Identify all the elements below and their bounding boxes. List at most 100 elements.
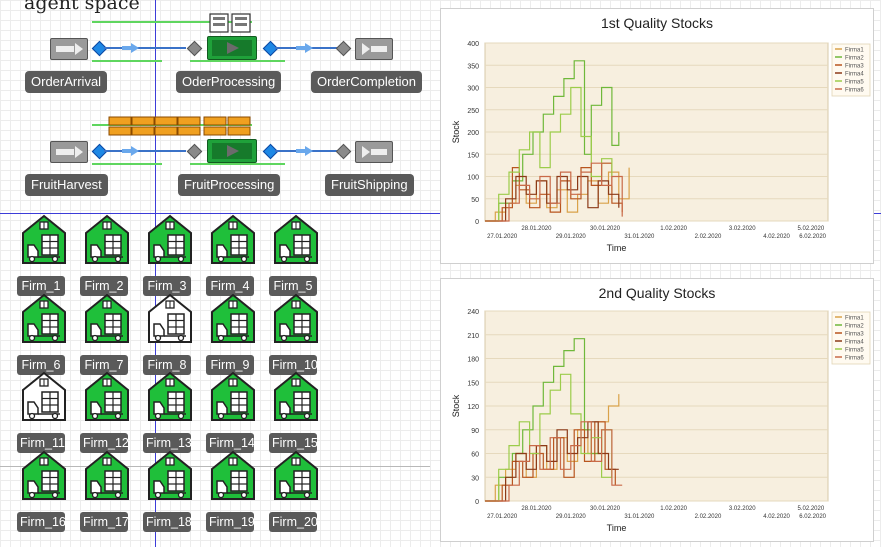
fruit-shipping-sink-block[interactable] bbox=[355, 141, 393, 163]
fruit-crates-icon bbox=[108, 116, 251, 136]
warehouse-icon[interactable] bbox=[209, 449, 257, 501]
x-tick-label: 2.02.2020 bbox=[695, 514, 722, 520]
x-tick-label: 6.02.2020 bbox=[799, 514, 826, 520]
warehouse-icon[interactable] bbox=[272, 292, 320, 344]
y-tick-label: 250 bbox=[467, 108, 479, 115]
fruit-flow-green-bottom bbox=[92, 163, 162, 165]
y-tick-label: 150 bbox=[467, 152, 479, 159]
fruit-harvest-source-block[interactable] bbox=[50, 141, 88, 163]
firm-label: Firm_15 bbox=[269, 433, 318, 453]
legend-entry: Firma3 bbox=[845, 64, 864, 70]
x-tick-label: 28.01.2020 bbox=[521, 506, 552, 512]
order-arrow-1-tail bbox=[122, 46, 132, 50]
fruit-processing-block[interactable] bbox=[207, 139, 257, 163]
chart-1-plot: 0 50 100 150 200 250 300 350 400 28.01.2020 30.01.… bbox=[451, 41, 871, 253]
warehouse-icon[interactable] bbox=[146, 370, 194, 422]
warehouse-icon[interactable] bbox=[146, 213, 194, 265]
firm-label: Firm_1 bbox=[17, 276, 65, 296]
fruit-arrow-1 bbox=[131, 146, 139, 156]
warehouse-icon[interactable] bbox=[83, 213, 131, 265]
fruit-shipping-label: FruitShipping bbox=[325, 174, 414, 196]
firm-label: Firm_17 bbox=[80, 512, 129, 532]
order-arrow-2-tail bbox=[296, 46, 306, 50]
legend-entry: Firma4 bbox=[845, 72, 864, 78]
x-tick-label: 6.02.2020 bbox=[799, 234, 826, 240]
x-tick-label: 31.01.2020 bbox=[624, 514, 655, 520]
chart-panel-2: 2nd Quality Stocks 0 30 60 90 120 150 180 210 24… bbox=[440, 278, 874, 542]
x-tick-label: 5.02.2020 bbox=[797, 226, 824, 232]
x-tick-label: 27.01.2020 bbox=[487, 514, 518, 520]
legend-entry: Firma6 bbox=[845, 88, 864, 94]
chart-2-title: 2nd Quality Stocks bbox=[598, 285, 716, 301]
firm-label: Firm_13 bbox=[143, 433, 192, 453]
y-axis-label: Stock bbox=[451, 394, 461, 417]
warehouse-icon[interactable] bbox=[146, 292, 194, 344]
fruit-flow-green-bottom-2 bbox=[190, 163, 285, 165]
x-tick-label: 29.01.2020 bbox=[556, 234, 587, 240]
series-line-firma6 bbox=[485, 162, 623, 222]
y-tick-label: 60 bbox=[471, 452, 479, 459]
x-tick-label: 4.02.2020 bbox=[763, 234, 790, 240]
order-processing-label: OderProcessing bbox=[176, 71, 282, 93]
legend-entry: Firma6 bbox=[845, 356, 864, 362]
firm-label: Firm_9 bbox=[206, 355, 254, 375]
warehouse-icon[interactable] bbox=[83, 370, 131, 422]
legend-entry: Firma2 bbox=[845, 324, 864, 330]
y-tick-label: 0 bbox=[475, 219, 479, 226]
warehouse-icon[interactable] bbox=[272, 370, 320, 422]
y-axis-label: Stock bbox=[451, 120, 461, 143]
legend-entry: Firma4 bbox=[845, 340, 864, 346]
order-completion-label: OrderCompletion bbox=[311, 71, 422, 93]
firm-label: Firm_20 bbox=[269, 512, 318, 532]
fruit-harvest-label: FruitHarvest bbox=[25, 174, 108, 196]
order-connector-1 bbox=[104, 47, 186, 49]
legend-entry: Firma3 bbox=[845, 332, 864, 338]
warehouse-icon[interactable] bbox=[20, 370, 68, 422]
x-tick-label: 3.02.2020 bbox=[729, 226, 756, 232]
y-tick-label: 210 bbox=[467, 333, 479, 340]
warehouse-icon[interactable] bbox=[272, 213, 320, 265]
order-processing-block[interactable] bbox=[207, 36, 257, 60]
legend-entry: Firma5 bbox=[845, 348, 864, 354]
order-arrow-1 bbox=[131, 43, 139, 53]
guide-line-vertical bbox=[155, 0, 156, 547]
warehouse-icon[interactable] bbox=[209, 370, 257, 422]
warehouse-icon[interactable] bbox=[20, 292, 68, 344]
y-tick-label: 350 bbox=[467, 63, 479, 70]
order-completion-sink-block[interactable] bbox=[355, 38, 393, 60]
order-arrival-source-block[interactable] bbox=[50, 38, 88, 60]
warehouse-icon[interactable] bbox=[20, 213, 68, 265]
warehouse-icon[interactable] bbox=[83, 292, 131, 344]
fruit-arrow-1-tail bbox=[122, 149, 132, 153]
y-tick-label: 150 bbox=[467, 380, 479, 387]
warehouse-icon[interactable] bbox=[83, 449, 131, 501]
order-flow-green-bottom bbox=[92, 60, 162, 62]
document-stack-icon bbox=[209, 13, 251, 33]
warehouse-icon[interactable] bbox=[209, 292, 257, 344]
warehouse-icon[interactable] bbox=[146, 449, 194, 501]
warehouse-icon[interactable] bbox=[272, 449, 320, 501]
x-axis-label: Time bbox=[607, 523, 627, 533]
caption-fragment: agent space bbox=[24, 0, 224, 14]
x-tick-label: 5.02.2020 bbox=[797, 506, 824, 512]
legend-entry: Firma1 bbox=[845, 48, 864, 54]
y-tick-label: 200 bbox=[467, 130, 479, 137]
y-tick-label: 30 bbox=[471, 475, 479, 482]
y-tick-label: 0 bbox=[475, 499, 479, 506]
series-line-firma6 bbox=[485, 421, 623, 502]
y-tick-label: 300 bbox=[467, 86, 479, 93]
y-tick-label: 100 bbox=[467, 175, 479, 182]
firm-label: Firm_10 bbox=[269, 355, 318, 375]
firm-label: Firm_14 bbox=[206, 433, 255, 453]
chart-2-plot: 0 30 60 90 120 150 180 210 240 28.01.2020 30.01.20… bbox=[451, 309, 871, 533]
fruit-port-2 bbox=[186, 143, 203, 160]
warehouse-icon[interactable] bbox=[209, 213, 257, 265]
firm-label: Firm_8 bbox=[143, 355, 191, 375]
firm-label: Firm_12 bbox=[80, 433, 129, 453]
x-tick-label: 3.02.2020 bbox=[729, 506, 756, 512]
order-port-4 bbox=[335, 40, 352, 57]
firm-label: Firm_2 bbox=[80, 276, 128, 296]
warehouse-icon[interactable] bbox=[20, 449, 68, 501]
x-tick-label: 4.02.2020 bbox=[763, 514, 790, 520]
x-tick-label: 28.01.2020 bbox=[521, 226, 552, 232]
